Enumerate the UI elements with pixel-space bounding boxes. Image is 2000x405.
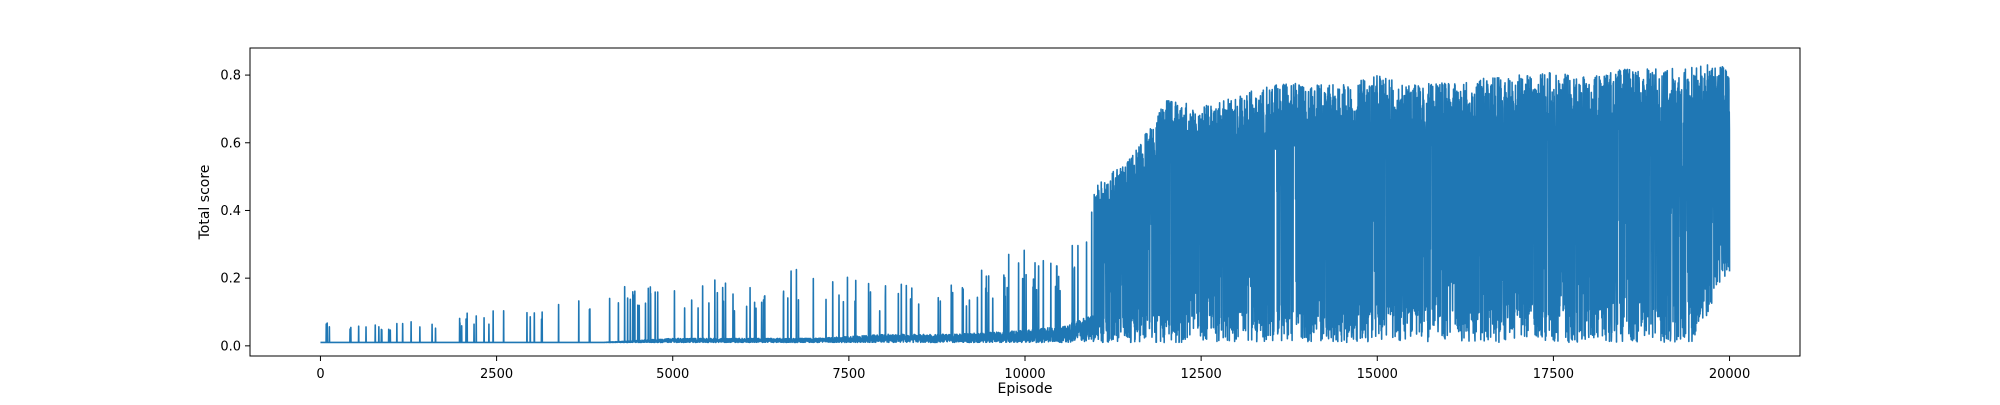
y-tick-label: 0.0 (220, 339, 241, 354)
y-axis-label: Total score (197, 165, 213, 241)
x-tick-label: 7500 (832, 367, 865, 382)
x-tick-label: 5000 (656, 367, 689, 382)
series-layer (319, 64, 1731, 344)
x-axis-label: Episode (998, 381, 1053, 397)
x-tick-label: 2500 (480, 367, 513, 382)
y-tick-label: 0.2 (220, 272, 241, 287)
series-line-total-score (319, 64, 1731, 344)
x-tick-label: 20000 (1709, 367, 1750, 382)
y-tick-label: 0.8 (220, 69, 241, 84)
y-tick-label: 0.6 (220, 136, 241, 151)
y-axis-ticks: 0.0 0.2 0.4 0.6 0.8 (220, 69, 250, 354)
x-tick-label: 12500 (1180, 367, 1221, 382)
plot-area (249, 47, 1801, 357)
x-axis-ticks: 0 2500 5000 7500 10000 12500 15000 17500 20000 (316, 356, 1750, 382)
x-tick-label: 0 (316, 367, 324, 382)
x-tick-label: 17500 (1533, 367, 1574, 382)
x-tick-label: 15000 (1357, 367, 1398, 382)
y-tick-label: 0.4 (220, 204, 241, 219)
x-tick-label: 10000 (1004, 367, 1045, 382)
